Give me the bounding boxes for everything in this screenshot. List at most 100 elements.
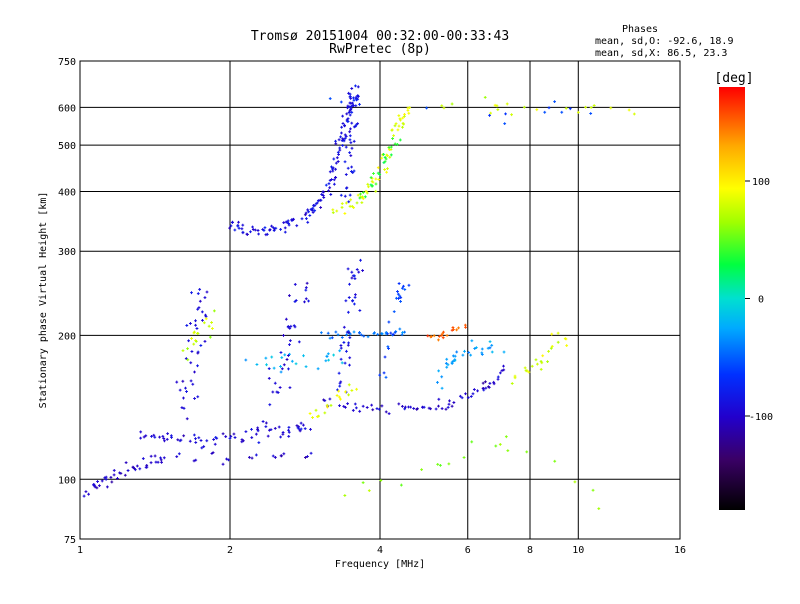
point-x-ramp-yellow <box>352 206 356 210</box>
point-cyan-5.5 <box>490 343 494 347</box>
point-column-4.2 <box>402 284 405 288</box>
point-o-lower-F1 <box>170 436 173 439</box>
point-o-F2-lower <box>429 407 432 411</box>
point-low-noise-x <box>462 456 466 459</box>
point-o-F2-upper-ramp <box>354 95 358 99</box>
point-x-ramp-yellow <box>401 125 404 129</box>
point-column-1.7 <box>185 324 189 327</box>
point-o-F2-upper-ramp <box>233 228 237 232</box>
point-column-2.6 <box>286 325 290 328</box>
point-o-F2-upper-ramp <box>313 209 317 213</box>
point-o-lower-F1 <box>200 446 204 450</box>
point-column-4.2 <box>396 292 400 296</box>
point-o-lower-F1 <box>299 427 303 431</box>
point-o-F2-lower <box>328 397 332 401</box>
point-o-F2-upper-ramp <box>321 194 325 197</box>
point-o-F2-lower <box>377 407 381 411</box>
point-o-F2-upper-ramp <box>274 226 278 230</box>
point-column-3.5-lower <box>339 346 343 350</box>
data-points <box>82 84 636 511</box>
point-column-2.6 <box>264 421 268 425</box>
point-o-lower-F1 <box>182 434 186 438</box>
point-o-F2-lower <box>412 407 416 410</box>
point-o-lower-F1 <box>287 430 291 434</box>
point-o-F2-lower <box>353 402 357 406</box>
point-column-2.6 <box>287 367 290 371</box>
point-column-1.7 <box>190 350 194 353</box>
point-x-ramp-yellow <box>396 128 400 132</box>
point-x-ramp-yellow <box>376 166 380 170</box>
point-o-lower-E <box>138 467 142 471</box>
point-column-1.7 <box>184 386 187 390</box>
point-o-F2-lower <box>354 406 358 410</box>
point-x-greens <box>398 138 402 142</box>
point-x-lower-yellow <box>323 411 327 415</box>
point-o-F2-upper-ramp <box>334 161 338 165</box>
point-o-column-3.4 <box>348 138 352 142</box>
point-o-F2-lower <box>484 380 487 384</box>
point-sparse-top <box>592 104 596 107</box>
point-o-F2-upper-ramp <box>335 156 339 160</box>
point-cyan-5.5 <box>480 347 484 351</box>
point-x-ramp-yellow <box>343 212 347 215</box>
point-x-ramp-yellow <box>365 191 369 195</box>
point-x-ramp-yellow <box>394 122 398 125</box>
point-x-greens <box>363 195 367 199</box>
point-o-F2-lower <box>464 392 467 396</box>
point-x-greens <box>372 172 375 175</box>
point-column-4.2 <box>386 345 390 349</box>
point-o-column-3.4 <box>344 173 348 176</box>
point-cyan-5.5 <box>473 347 477 350</box>
point-x-8-9 <box>565 344 569 347</box>
point-column-3.5-lower <box>357 270 361 274</box>
point-x-ramp-yellow <box>361 197 365 201</box>
point-column-1.7-x <box>208 335 212 339</box>
point-x-greens <box>384 157 388 161</box>
point-column-3.5-lower <box>350 270 354 274</box>
point-x-greens <box>376 171 380 175</box>
point-x-8-9 <box>530 364 534 368</box>
point-o-lower-F1 <box>254 432 258 436</box>
point-column-1.7-x <box>211 327 214 330</box>
point-x-ramp-yellow <box>407 111 411 115</box>
point-column-2.6 <box>288 294 291 297</box>
point-column-1.7 <box>196 351 200 355</box>
point-column-1.7 <box>199 344 203 347</box>
point-o-F2-lower <box>444 407 448 411</box>
point-sparse-top <box>535 108 539 112</box>
point-o-lower-F1 <box>162 437 166 440</box>
point-o-column-3.4 <box>344 145 348 149</box>
point-cyan-5.5 <box>453 354 457 358</box>
point-cyan-mid <box>279 365 282 368</box>
point-column-3.5-lower <box>347 331 351 335</box>
point-x-ramp-yellow <box>386 167 389 171</box>
point-x-8-9 <box>556 340 560 344</box>
point-o-F2-lower <box>496 375 500 379</box>
point-x-ramp-yellow <box>403 114 406 118</box>
point-low-noise-blue <box>192 459 196 463</box>
point-o-F2-upper-ramp <box>349 127 352 131</box>
point-o-lower-F1 <box>269 428 273 432</box>
point-o-lower-E <box>105 485 109 489</box>
point-low-noise-x <box>504 435 508 439</box>
point-o-lower-F1 <box>228 436 232 440</box>
point-cyan-mid <box>304 365 308 369</box>
point-o-F2-lower <box>375 407 379 411</box>
point-x-ramp-yellow <box>360 201 364 205</box>
point-o-lower-E <box>162 456 166 460</box>
point-o-F2-lower <box>466 396 470 400</box>
point-cyan-5.5 <box>445 357 449 361</box>
point-x-ramp-yellow <box>393 124 397 128</box>
point-o-lower-F1 <box>194 441 198 444</box>
point-o-lower-E <box>96 480 99 483</box>
point-orange-5 <box>441 336 445 340</box>
point-low-noise-x <box>494 444 498 448</box>
point-o-F2-upper-ramp <box>332 157 336 161</box>
point-column-1.7-x <box>202 321 206 325</box>
point-o-F2-upper-ramp <box>343 136 347 140</box>
chart-subtitle: RwPretec (8p) <box>329 42 431 57</box>
point-x-ramp-yellow <box>374 189 378 193</box>
point-column-1.7 <box>197 306 201 310</box>
point-cyan-mid <box>270 355 274 359</box>
point-o-lower-F1 <box>213 442 217 446</box>
